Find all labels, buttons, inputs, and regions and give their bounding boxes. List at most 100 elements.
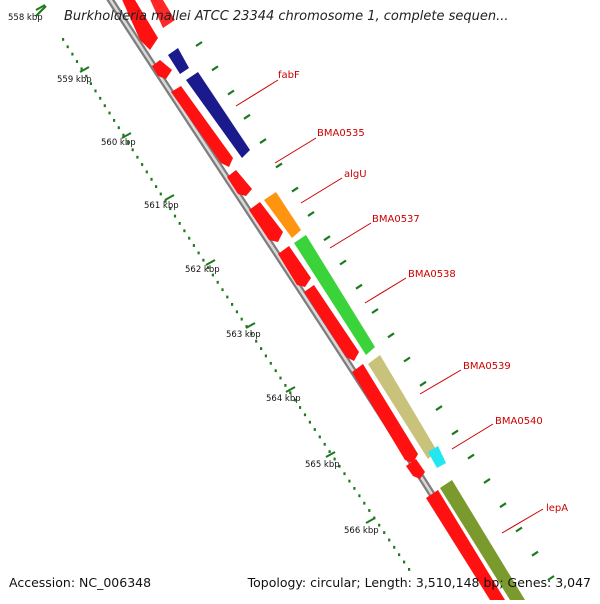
ruler-major-tick (285, 386, 296, 393)
ruler-dot (173, 214, 177, 218)
ruler-dot (338, 464, 341, 468)
ruler-dot (264, 354, 267, 358)
ruler-dot (279, 376, 282, 380)
outer-tick (403, 356, 411, 363)
ruler-dot (155, 185, 158, 188)
gene-arrow-top[interactable] (148, 0, 175, 28)
gene-label-BMA0540[interactable]: BMA0540 (495, 416, 543, 427)
ruler-dot (221, 288, 224, 292)
gene-BMA0540[interactable] (428, 446, 446, 468)
reverse-gene-arrow[interactable] (227, 170, 252, 196)
forward-strand-features (148, 0, 525, 600)
ruler-dot (368, 509, 371, 512)
ruler-dot (103, 104, 106, 108)
gene-algU[interactable] (264, 192, 301, 238)
ruler-dot (226, 295, 229, 299)
ruler-dot (245, 325, 248, 328)
ruler-dot (80, 67, 83, 71)
ruler-dot (188, 236, 191, 240)
ruler-major-tick (164, 194, 175, 201)
ruler-dot (122, 133, 125, 137)
gene-label-lepA[interactable]: lepA (546, 503, 568, 514)
outer-tick (355, 283, 363, 290)
topology-text: Topology: circular; Length: 3,510,148 bp… (247, 575, 591, 590)
ruler-dot (145, 170, 148, 174)
outer-tick (307, 210, 315, 217)
gene-label-BMA0537[interactable]: BMA0537 (372, 214, 420, 225)
gene-label-fabF[interactable]: fabF (278, 70, 300, 81)
sequence-title: Burkholderia mallei ATCC 23344 chromosom… (64, 9, 509, 24)
ruler-dot (260, 347, 263, 350)
reverse-gene-arrow[interactable] (278, 246, 311, 287)
outer-tick (211, 65, 219, 72)
ruler-dot (235, 310, 238, 314)
ruler-dot (383, 531, 386, 534)
outer-tick (227, 89, 235, 96)
gene-label-BMA0535[interactable]: BMA0535 (317, 128, 365, 139)
outer-tick (275, 162, 283, 169)
ruler-label-563: 563 kbp (226, 330, 261, 340)
ruler-dot (85, 74, 88, 78)
ruler-major-tick (79, 66, 90, 73)
ruler-dot (333, 457, 336, 461)
outer-tick (35, 5, 47, 17)
reverse-gene-arrow[interactable] (406, 459, 425, 479)
outer-tick (483, 477, 491, 484)
reverse-gene-arrow[interactable] (249, 202, 283, 242)
ruler-dot (164, 199, 167, 203)
gene-arrow-small-dark[interactable] (168, 48, 189, 74)
outer-tick (467, 453, 475, 460)
ruler-dot (66, 45, 69, 49)
ruler-dot (343, 472, 346, 476)
gene-label-BMA0539[interactable]: BMA0539 (463, 361, 511, 372)
outer-tick (499, 502, 507, 509)
outer-tick (259, 138, 267, 145)
ruler-dot (127, 141, 130, 144)
ruler-dot (197, 251, 200, 255)
reverse-gene-arrow[interactable] (152, 60, 172, 79)
ruler-dot (62, 38, 65, 41)
outer-tick (339, 259, 347, 266)
ruler-label-564: 564 kbp (266, 394, 301, 404)
ruler-dot (141, 163, 144, 166)
ruler-label-562: 562 kbp (185, 265, 220, 275)
ruler-major-tick (325, 451, 336, 458)
ruler-label-559: 559 kbp (57, 75, 92, 85)
gene-label-BMA0538[interactable]: BMA0538 (408, 269, 456, 280)
reverse-gene-arrow[interactable] (426, 490, 505, 600)
outer-tick (243, 113, 251, 120)
accession-text: Accession: NC_006348 (9, 575, 152, 590)
gene-BMA0537[interactable] (294, 235, 375, 355)
ruler-dot (192, 244, 195, 247)
ruler-dot (202, 258, 205, 262)
ruler-major-tick (121, 132, 132, 139)
reverse-gene-arrow[interactable] (352, 364, 418, 463)
ruler-dot (211, 273, 214, 277)
ruler-dot (313, 428, 316, 431)
gene-label-algU[interactable]: algU (344, 169, 367, 180)
gene-fabF[interactable] (186, 72, 250, 158)
gene-BMA0539[interactable] (368, 355, 437, 459)
ruler-dot (378, 523, 381, 527)
ruler-label-561: 561 kbp (144, 201, 179, 211)
gene-lepA[interactable] (440, 480, 525, 600)
reverse-gene-arrow[interactable] (304, 285, 359, 361)
ruler-dot (363, 501, 366, 505)
reverse-gene-arrow[interactable] (171, 86, 233, 167)
ruler-dot (94, 89, 97, 93)
ruler-dot (169, 207, 172, 211)
ruler-dot (131, 148, 134, 152)
reverse-strand-features (120, 0, 505, 600)
ruler-dot (284, 384, 287, 387)
outer-tick (547, 575, 555, 581)
ruler-dot (289, 391, 292, 395)
ruler-dot (299, 406, 302, 409)
ruler-dot (408, 568, 411, 571)
outer-tick (195, 41, 203, 47)
ruler-dot (231, 303, 234, 306)
ruler-dot (150, 177, 153, 181)
reverse-gene-arrow[interactable] (120, 0, 158, 50)
ruler-dot (303, 413, 307, 417)
